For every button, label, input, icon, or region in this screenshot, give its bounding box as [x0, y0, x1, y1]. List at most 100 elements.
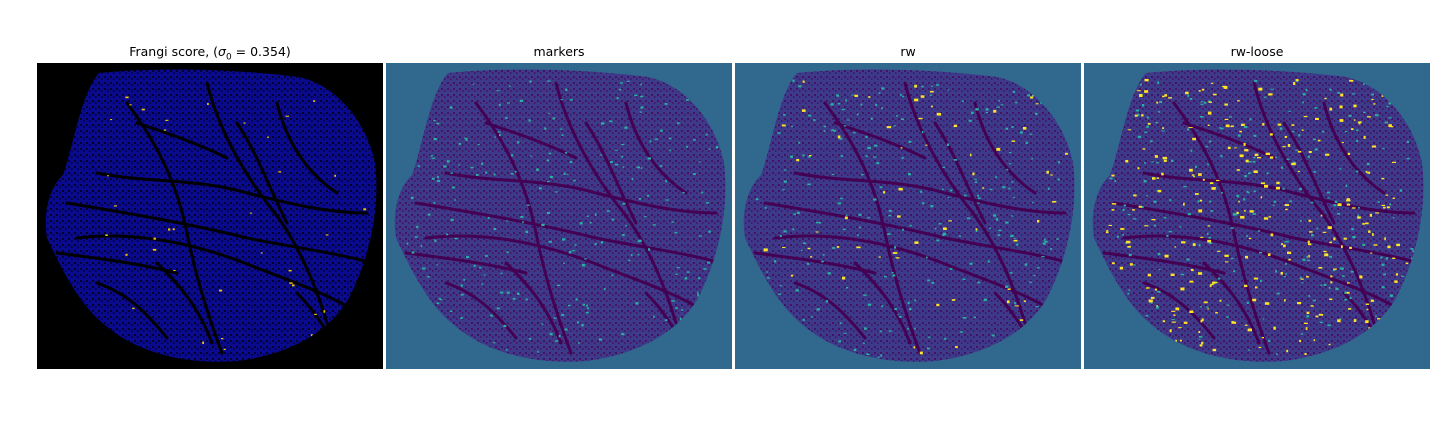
accent-speckle [1153, 224, 1156, 227]
accent-speckle [1220, 192, 1223, 194]
accent-speckle [792, 228, 795, 231]
highlight-speckle [1244, 210, 1246, 212]
highlight-speckle [1019, 319, 1024, 321]
accent-speckle [958, 235, 962, 237]
accent-speckle [173, 270, 176, 271]
accent-speckle [793, 213, 796, 216]
accent-speckle [624, 126, 628, 129]
vessel-line [584, 121, 638, 225]
accent-speckle [163, 129, 167, 131]
highlight-speckle [1215, 312, 1218, 314]
accent-speckle [548, 240, 552, 243]
accent-speckle [858, 213, 862, 216]
highlight-speckle [1392, 257, 1396, 259]
accent-speckle [473, 264, 476, 267]
accent-speckle [671, 300, 675, 302]
panel-title-markers: markers [533, 44, 585, 59]
accent-speckle [616, 97, 619, 99]
highlight-speckle [1317, 139, 1321, 142]
accent-speckle [514, 170, 517, 173]
accent-speckle [1345, 184, 1348, 188]
accent-speckle [1344, 291, 1347, 294]
highlight-speckle [1207, 308, 1209, 310]
accent-speckle [1159, 101, 1162, 104]
accent-speckle [631, 178, 634, 180]
accent-speckle [483, 274, 486, 276]
accent-speckle [1371, 93, 1374, 96]
accent-speckle [823, 125, 826, 128]
accent-speckle [1248, 161, 1252, 163]
accent-speckle [1337, 92, 1340, 94]
highlight-speckle [895, 257, 900, 259]
highlight-speckle [1212, 348, 1217, 352]
vessel-line [903, 81, 1027, 325]
accent-speckle [1150, 140, 1153, 143]
accent-speckle [249, 212, 253, 214]
highlight-speckle [1133, 194, 1137, 197]
vessel-line [823, 101, 922, 355]
accent-speckle [546, 159, 550, 162]
accent-speckle [1299, 187, 1302, 191]
markers-image [386, 63, 732, 369]
highlight-speckle [1190, 269, 1194, 272]
accent-speckle [765, 271, 769, 273]
accent-speckle [1350, 270, 1354, 273]
accent-speckle [783, 230, 787, 233]
accent-speckle [586, 304, 588, 307]
highlight-speckle [1287, 251, 1292, 254]
highlight-speckle [1254, 153, 1259, 157]
accent-speckle [516, 292, 520, 295]
accent-speckle [313, 100, 316, 102]
accent-speckle [840, 197, 843, 200]
highlight-speckle [936, 112, 941, 116]
accent-speckle [966, 217, 971, 220]
accent-speckle [1200, 116, 1204, 118]
accent-speckle [172, 228, 175, 231]
highlight-speckle [1156, 305, 1158, 307]
accent-speckle [974, 181, 977, 183]
highlight-speckle [1304, 353, 1307, 355]
accent-speckle [1340, 267, 1344, 270]
accent-speckle [579, 222, 583, 225]
vessel-line [1112, 201, 1421, 265]
accent-speckle [1208, 236, 1211, 239]
accent-speckle [618, 88, 622, 91]
accent-speckle [974, 178, 978, 180]
highlight-speckle [1207, 239, 1212, 243]
accent-speckle [496, 90, 500, 92]
highlight-speckle [1260, 182, 1265, 185]
panel-frangi [37, 63, 383, 369]
highlight-speckle [1030, 96, 1033, 99]
accent-speckle [500, 291, 504, 294]
vessel-line [1182, 121, 1276, 160]
accent-speckle [777, 132, 781, 134]
accent-speckle [823, 130, 826, 132]
accent-speckle [1031, 157, 1033, 160]
accent-speckle [528, 338, 532, 340]
accent-speckle [1163, 217, 1167, 219]
accent-speckle [949, 189, 953, 192]
highlight-speckle [1151, 219, 1156, 221]
accent-speckle [110, 119, 113, 121]
accent-speckle [578, 342, 580, 344]
highlight-speckle [1011, 140, 1016, 142]
highlight-speckle [1198, 173, 1202, 176]
accent-speckle [628, 259, 631, 261]
highlight-speckle [1264, 302, 1270, 305]
highlight-speckle [1371, 145, 1377, 148]
highlight-speckle [1370, 252, 1373, 254]
highlight-speckle [1308, 151, 1312, 153]
highlight-speckle [886, 126, 892, 129]
accent-speckle [587, 307, 590, 310]
accent-speckle [1308, 295, 1311, 298]
rw-image [735, 63, 1081, 369]
accent-speckle [1286, 240, 1289, 243]
highlight-speckle [1175, 339, 1177, 343]
highlight-speckle [1315, 117, 1319, 120]
accent-speckle [458, 142, 461, 145]
accent-speckle [622, 234, 625, 237]
accent-speckle [1399, 189, 1403, 192]
accent-speckle [853, 348, 857, 351]
accent-speckle [125, 253, 128, 256]
highlight-speckle [970, 153, 972, 157]
